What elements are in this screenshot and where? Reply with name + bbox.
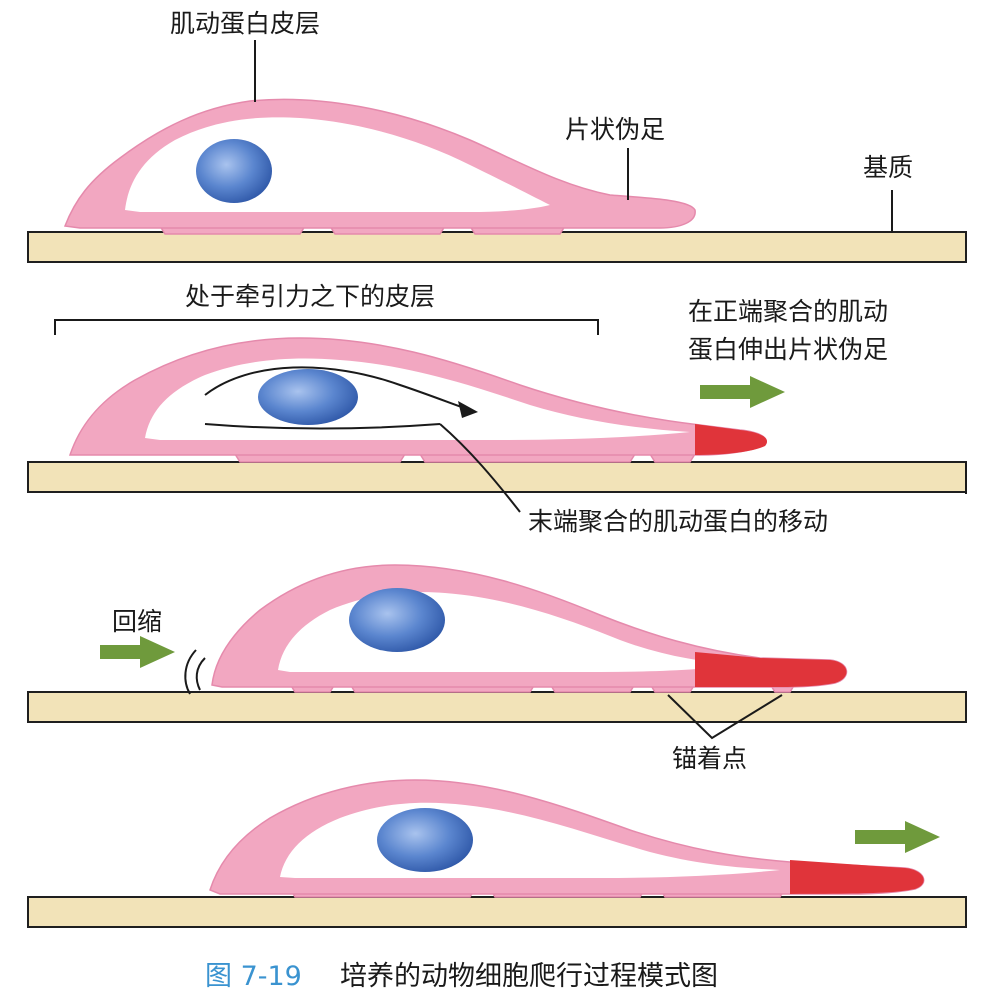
right-arrow-icon [855, 821, 940, 853]
flow-arrowhead [458, 401, 478, 418]
actin-tip-2 [695, 424, 768, 455]
right-arrow-icon [100, 636, 175, 668]
label-anchor-points: 锚着点 [672, 744, 747, 773]
figure-caption: 图 7-19 培养的动物细胞爬行过程模式图 [205, 961, 718, 992]
substrate-2 [27, 461, 967, 493]
label-tension-cortex: 处于牵引力之下的皮层 [185, 282, 435, 311]
panel-3-retraction: 回缩 锚着点 [27, 564, 967, 773]
flow-arc-upper [204, 366, 471, 411]
label-actin-movement: 末端聚合的肌动蛋白的移动 [528, 507, 828, 536]
actin-tip-3 [695, 652, 847, 687]
leader-anchor [667, 694, 783, 740]
substrate-1 [27, 231, 967, 263]
label-substrate: 基质 [863, 153, 913, 182]
flow-line-lower [204, 423, 441, 430]
substrate-4 [27, 896, 967, 928]
label-cortex: 肌动蛋白皮层 [170, 9, 320, 38]
label-lamellipodium: 片状伪足 [565, 115, 665, 144]
caption-text: 培养的动物细胞爬行过程模式图 [340, 961, 718, 992]
cytoplasm-3 [278, 592, 740, 672]
caption-number: 图 7-19 [205, 961, 302, 992]
nucleus-4 [377, 808, 473, 872]
retraction-arc-icon [184, 649, 206, 695]
substrate-3 [27, 691, 967, 723]
nucleus-2 [258, 369, 358, 425]
actin-tip-4 [790, 860, 924, 894]
right-arrow-icon [700, 376, 785, 408]
panel-1-resting-cell: 肌动蛋白皮层 片状伪足 基质 [27, 9, 967, 263]
label-extension-2: 蛋白伸出片状伪足 [688, 335, 888, 364]
tension-bracket [54, 319, 599, 335]
panel-4-advanced-cell [27, 779, 967, 928]
leader-actin-movement [439, 423, 521, 513]
nucleus-1 [196, 139, 272, 203]
panel-2-protrusion: 处于牵引力之下的皮层 在正端聚合的肌动 蛋白伸出片状伪足 末端聚合的肌动蛋白的移… [27, 282, 967, 536]
label-extension-1: 在正端聚合的肌动 [688, 297, 888, 326]
label-retraction: 回缩 [112, 607, 162, 636]
nucleus-3 [349, 588, 445, 652]
